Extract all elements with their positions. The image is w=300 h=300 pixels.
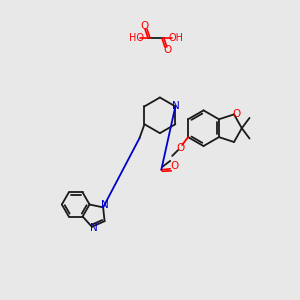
Text: OH: OH <box>168 33 183 43</box>
Text: O: O <box>233 110 241 119</box>
Text: N: N <box>172 101 180 111</box>
Text: O: O <box>170 161 178 171</box>
Text: O: O <box>164 45 172 55</box>
Text: N: N <box>90 223 98 233</box>
Text: N: N <box>101 200 109 210</box>
Text: HO: HO <box>129 33 144 43</box>
Text: O: O <box>140 21 148 31</box>
Text: O: O <box>176 143 184 153</box>
